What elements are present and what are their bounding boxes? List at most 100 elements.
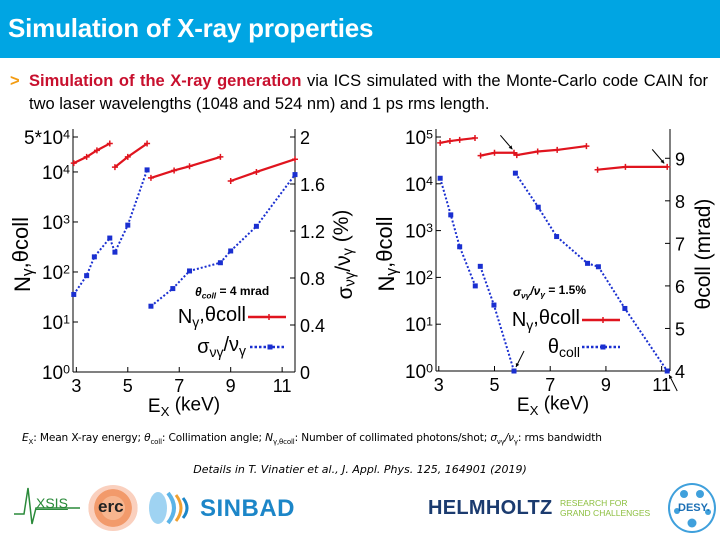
text-part: νγ [209, 344, 223, 360]
y2-tick-label: 2 [300, 128, 310, 148]
data-point [112, 249, 118, 255]
data-point [534, 148, 541, 155]
note-desc: : Collimation angle; [161, 432, 266, 444]
y2-tick-label: 1.6 [300, 175, 325, 195]
axsis-logo: XSIS [14, 484, 80, 528]
text-part: 1 [63, 312, 70, 326]
y-tick-label: 104 [405, 174, 433, 196]
data-point [292, 172, 298, 178]
y2-tick-label: 6 [675, 277, 685, 297]
slide-title: Simulation of X-ray properties [8, 13, 374, 43]
helmholtz-tagline: RESEARCH FOR GRAND CHALLENGES [560, 498, 650, 518]
x-tick-label: 9 [601, 375, 611, 395]
x-axis-label: EX (keV) [517, 393, 589, 418]
data-point [186, 163, 193, 170]
data-point [456, 136, 463, 143]
x-tick-label: 7 [545, 375, 555, 395]
helmholtz-logo: HELMHOLTZ [428, 497, 553, 519]
text-part: νγ [521, 291, 532, 301]
data-point [448, 212, 454, 218]
text-part: (%) [330, 210, 353, 249]
desy-logo-text: DESY. [678, 502, 710, 514]
data-point [84, 273, 90, 279]
text-part: ,θcoll [199, 304, 246, 326]
bullet-body: via ICS simulated with the Monte-Carlo c… [29, 72, 708, 113]
text-part: ,θcoll [372, 217, 397, 268]
y2-tick-label: 0.8 [300, 269, 325, 289]
text-part: γ [526, 317, 533, 333]
note-sym: E [22, 432, 29, 444]
data-point [594, 166, 601, 173]
y-tick-label: 105 [405, 127, 433, 149]
y-tick-label: 103 [42, 212, 70, 234]
series-line [114, 142, 148, 168]
bullet-point: > Simulation of the X-ray generation via… [10, 70, 708, 116]
legend-label: Nγ,θcoll [178, 304, 246, 330]
note-desc: : Mean X-ray energy; [33, 432, 145, 444]
sinbad-logo: SINBAD [148, 490, 298, 528]
series-line [439, 177, 477, 287]
data-point [600, 317, 606, 323]
data-point [266, 314, 272, 320]
text-part: 4 [63, 162, 70, 176]
data-point [93, 147, 100, 154]
data-point [124, 153, 131, 160]
text-part: coll [559, 344, 580, 360]
text-part: X [161, 404, 170, 419]
text-part: γ [239, 342, 246, 358]
text-part: 0 [63, 362, 70, 376]
series-line [597, 165, 668, 171]
text-part: 4 [426, 174, 433, 188]
text-part: νγ [342, 271, 358, 286]
chart-annotation: σνγ/νγ = 1.5% [513, 283, 586, 301]
x-tick-label: 3 [434, 375, 444, 395]
data-point [70, 160, 77, 167]
bullet-text: Simulation of the X-ray generation via I… [29, 70, 708, 116]
tagline-line-2: GRAND CHALLENGES [560, 508, 651, 518]
data-point [91, 254, 97, 260]
data-point [71, 291, 77, 297]
text-part: ,θcoll [8, 217, 33, 268]
y2-tick-label: 9 [675, 149, 685, 169]
note-sub: νγ [496, 438, 505, 447]
series-line [439, 136, 476, 144]
legend-label: θcoll [548, 336, 580, 360]
text-part: σ [334, 286, 357, 299]
text-part: 10 [405, 268, 426, 289]
legend-label: σνγ/νγ [197, 334, 246, 360]
text-part: 10 [42, 263, 63, 284]
note-sub: X [28, 438, 34, 447]
data-point [446, 138, 453, 145]
data-point [106, 140, 113, 147]
text-part: 2 [63, 262, 70, 276]
data-point [144, 140, 151, 147]
bullet-highlight: Simulation of the X-ray generation [29, 72, 302, 90]
data-point [513, 152, 520, 159]
data-point [535, 204, 541, 210]
y2-tick-label: 1.2 [300, 222, 325, 242]
data-point [491, 149, 498, 156]
data-point [187, 268, 193, 274]
text-part: θ [195, 285, 202, 299]
y-tick-label: 5*104 [24, 127, 70, 149]
text-part: σ [197, 336, 210, 358]
series-1 [437, 135, 671, 173]
data-point [512, 170, 518, 176]
text-part: σ [513, 285, 522, 299]
text-part: 10 [405, 362, 426, 383]
x-tick-label: 5 [489, 375, 499, 395]
text-part: coll [202, 291, 217, 301]
text-part: 10 [42, 363, 63, 384]
text-part: γ [384, 268, 401, 276]
text-part: θ [548, 336, 559, 358]
note-sym: σ [490, 432, 497, 444]
text-part: γ [20, 268, 37, 276]
y2-tick-label: 5 [675, 319, 685, 339]
text-part: /ν [332, 255, 355, 271]
series-line [150, 155, 221, 179]
y-axis-label: Nγ,θcoll [372, 217, 401, 292]
data-point [622, 305, 628, 311]
note-sym: θ [144, 432, 151, 444]
arrowhead-icon [669, 375, 673, 379]
data-point [491, 302, 497, 308]
